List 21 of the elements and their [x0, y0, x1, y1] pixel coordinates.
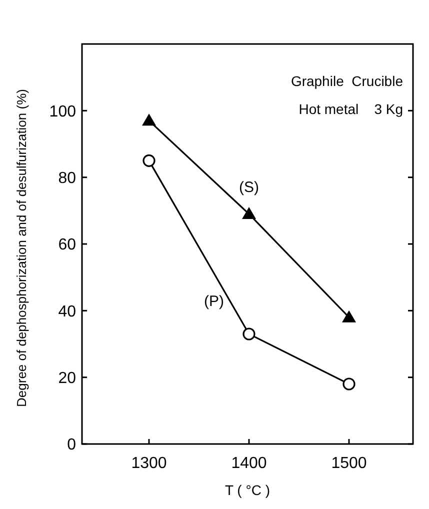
point	[142, 114, 156, 126]
annotation: Graphile Crucible	[290, 73, 404, 89]
y-tick-label: 40	[58, 303, 76, 320]
y-tick-label: 20	[58, 370, 76, 387]
annotation: Hot metal 3 Kg	[298, 101, 403, 117]
point	[242, 328, 256, 340]
point	[242, 207, 256, 219]
x-tick-label: 1500	[331, 455, 367, 472]
x-tick-label: 1400	[231, 455, 267, 472]
y-tick-label: 100	[49, 103, 76, 120]
x-axis-title: T ( °C )	[224, 482, 270, 498]
point	[142, 154, 156, 167]
series-label: (P)	[204, 293, 224, 310]
point	[342, 378, 356, 390]
y-tick-label: 0	[67, 436, 76, 454]
y-tick-label: 80	[58, 170, 76, 187]
series-label: (S)	[239, 179, 259, 196]
point	[342, 310, 356, 322]
y-tick-label: 60	[58, 236, 76, 254]
x-tick-label: 1300	[131, 455, 167, 472]
y-axis-title: Degree of dephosphorization and of desulfurization (%)	[14, 89, 29, 407]
